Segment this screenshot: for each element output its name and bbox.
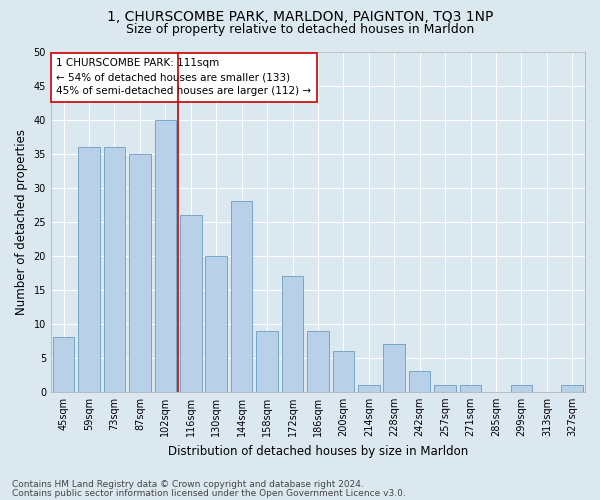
Bar <box>155 120 176 392</box>
Y-axis label: Number of detached properties: Number of detached properties <box>15 128 28 314</box>
Bar <box>231 201 253 392</box>
Text: Contains public sector information licensed under the Open Government Licence v3: Contains public sector information licen… <box>12 489 406 498</box>
Bar <box>332 351 354 392</box>
Text: 1 CHURSCOMBE PARK: 111sqm
← 54% of detached houses are smaller (133)
45% of semi: 1 CHURSCOMBE PARK: 111sqm ← 54% of detac… <box>56 58 311 96</box>
Bar <box>256 330 278 392</box>
Bar <box>78 147 100 392</box>
Text: Size of property relative to detached houses in Marldon: Size of property relative to detached ho… <box>126 22 474 36</box>
Text: 1, CHURSCOMBE PARK, MARLDON, PAIGNTON, TQ3 1NP: 1, CHURSCOMBE PARK, MARLDON, PAIGNTON, T… <box>107 10 493 24</box>
Bar <box>562 385 583 392</box>
Bar <box>383 344 405 392</box>
Bar <box>104 147 125 392</box>
Bar <box>307 330 329 392</box>
Bar <box>358 385 380 392</box>
Bar <box>409 372 430 392</box>
X-axis label: Distribution of detached houses by size in Marldon: Distribution of detached houses by size … <box>168 444 468 458</box>
Bar <box>53 338 74 392</box>
Bar <box>205 256 227 392</box>
Bar <box>460 385 481 392</box>
Text: Contains HM Land Registry data © Crown copyright and database right 2024.: Contains HM Land Registry data © Crown c… <box>12 480 364 489</box>
Bar <box>434 385 456 392</box>
Bar <box>282 276 304 392</box>
Bar <box>180 215 202 392</box>
Bar <box>511 385 532 392</box>
Bar <box>129 154 151 392</box>
